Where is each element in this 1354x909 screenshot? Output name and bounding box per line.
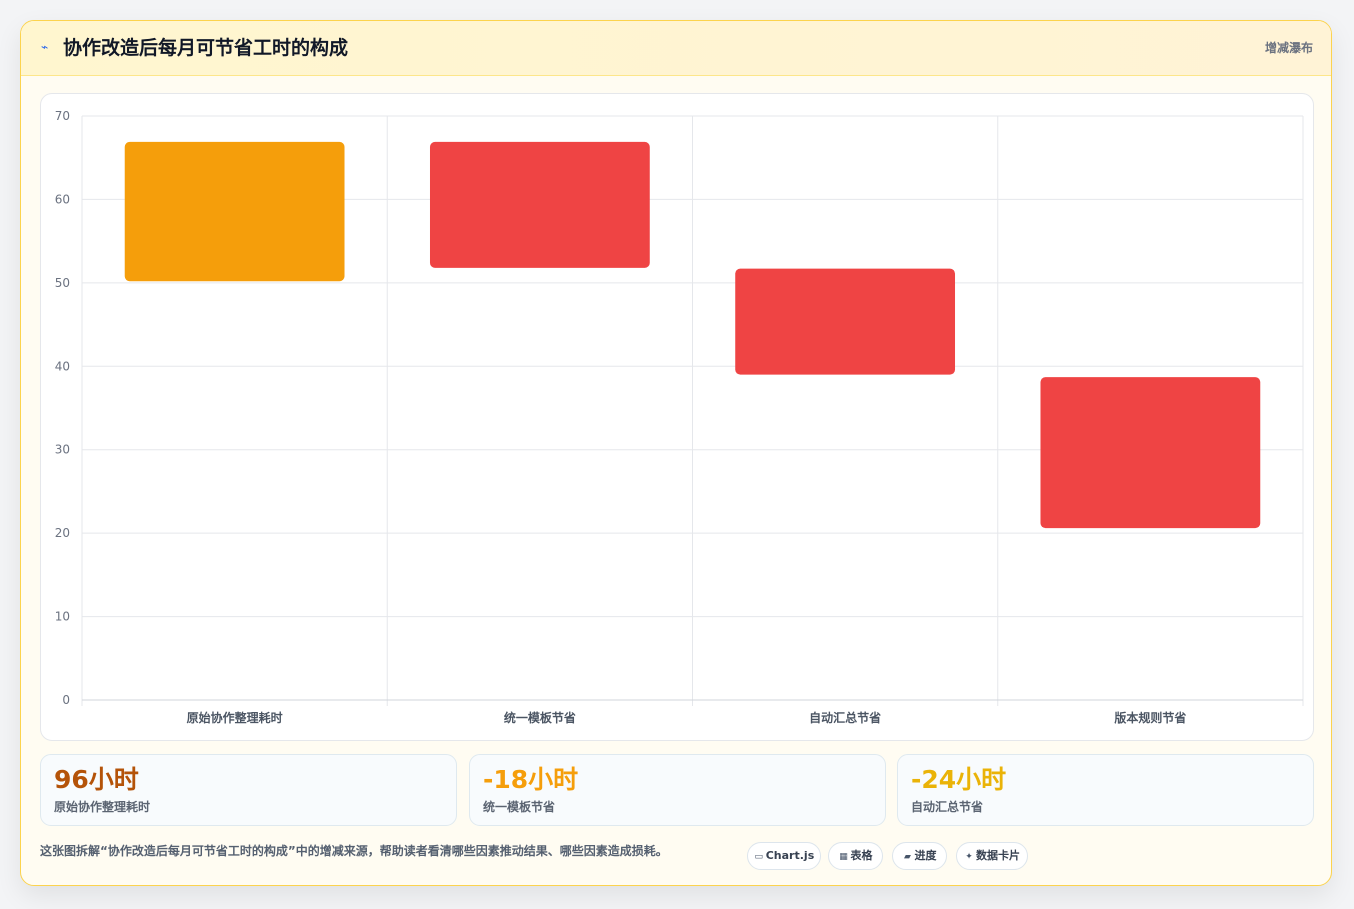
chart-icon: ▭ — [754, 852, 763, 862]
chart-description: 这张图拆解“协作改造后每月可节省工时的构成”中的增减来源，帮助读者看清哪些因素推… — [40, 844, 668, 858]
x-tick-label: 原始协作整理耗时 — [187, 710, 283, 725]
tag-data-card[interactable]: ✦ 数据卡片 — [956, 842, 1028, 870]
tag-label: 数据卡片 — [976, 849, 1020, 862]
x-tick-label: 版本规则节省 — [1114, 710, 1186, 725]
stat-label: 自动汇总节省 — [911, 800, 984, 814]
bar-base[interactable] — [124, 141, 345, 282]
tag-chartjs[interactable]: ▭ Chart.js — [747, 842, 821, 870]
y-tick-label: 60 — [55, 192, 70, 206]
y-tick-label: 50 — [55, 276, 70, 290]
y-tick-label: 40 — [55, 359, 70, 373]
waterfall-chart: 0 10 20 30 40 50 60 70 原始协作整理耗时 统一模板节省 自动汇总节省 版本规则节… — [55, 109, 1304, 725]
chart-title: 协作改造后每月可节省工时的构成 — [63, 37, 349, 59]
bar-decrease[interactable] — [1040, 377, 1261, 529]
bar-decrease[interactable] — [429, 141, 650, 268]
x-tick-label: 自动汇总节省 — [809, 710, 881, 725]
stat-value: 96小时 — [54, 765, 139, 794]
chart-card: ⌁ 协作改造后每月可节省工时的构成 增减瀑布 0 10 20 30 40 50 60 70 原始… — [20, 20, 1332, 886]
tag-label: 进度 — [914, 849, 937, 862]
y-tick-label: 70 — [55, 109, 70, 123]
tag-progress[interactable]: ▰ 进度 — [892, 842, 947, 870]
stat-label: 统一模板节省 — [483, 800, 556, 814]
chart-panel: 0 10 20 30 40 50 60 70 原始协作整理耗时 统一模板节省 自动汇总节省 版本规则节… — [40, 93, 1314, 741]
bar-decrease[interactable] — [735, 268, 956, 375]
stat-card-auto-summary: -24小时 自动汇总节省 — [897, 754, 1314, 826]
table-icon: ▦ — [839, 852, 848, 862]
tag-label: 表格 — [850, 849, 873, 862]
y-tick-label: 20 — [55, 526, 70, 540]
stat-value: -24小时 — [911, 765, 1007, 794]
y-tick-label: 30 — [55, 443, 70, 457]
chart-type-label: 增减瀑布 — [1264, 41, 1313, 55]
sparkline-icon: ⌁ — [41, 40, 49, 54]
stat-card-template: -18小时 统一模板节省 — [469, 754, 886, 826]
stat-value: -18小时 — [483, 765, 579, 794]
y-tick-label: 0 — [62, 693, 70, 707]
sparkle-icon: ✦ — [965, 852, 973, 862]
tag-label: Chart.js — [765, 849, 815, 862]
stat-label: 原始协作整理耗时 — [54, 800, 151, 814]
progress-icon: ▰ — [904, 852, 911, 862]
card-header: ⌁ 协作改造后每月可节省工时的构成 增减瀑布 — [21, 21, 1331, 76]
stat-card-original: 96小时 原始协作整理耗时 — [40, 754, 457, 826]
tag-table[interactable]: ▦ 表格 — [828, 842, 883, 870]
y-tick-label: 10 — [55, 610, 70, 624]
x-tick-label: 统一模板节省 — [504, 710, 576, 725]
